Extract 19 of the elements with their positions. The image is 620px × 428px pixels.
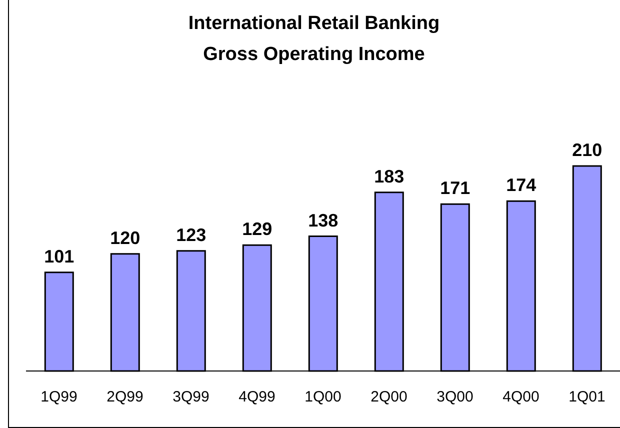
data-label: 210 (572, 140, 602, 160)
x-tick-label: 4Q00 (502, 388, 540, 406)
x-tick-label: 1Q00 (304, 388, 342, 406)
data-label: 138 (308, 210, 338, 230)
data-label: 129 (242, 219, 272, 240)
x-tick-label: 2Q99 (106, 388, 144, 406)
x-tick-label: 1Q01 (568, 388, 606, 406)
chart-title: International Retail Banking Gross Operating Income (188, 13, 440, 65)
data-label: 171 (440, 178, 470, 198)
data-label: 123 (176, 224, 206, 245)
x-tick-label: 1Q99 (40, 388, 78, 406)
x-tick-label: 4Q99 (238, 388, 276, 406)
data-label: 174 (506, 175, 536, 196)
x-tick-label: 2Q00 (370, 388, 408, 406)
data-label: 183 (374, 166, 404, 186)
x-tick-label: 3Q99 (172, 388, 210, 406)
x-tick-label: 3Q00 (436, 388, 474, 406)
data-label: 101 (44, 246, 74, 266)
data-label: 120 (110, 228, 140, 248)
